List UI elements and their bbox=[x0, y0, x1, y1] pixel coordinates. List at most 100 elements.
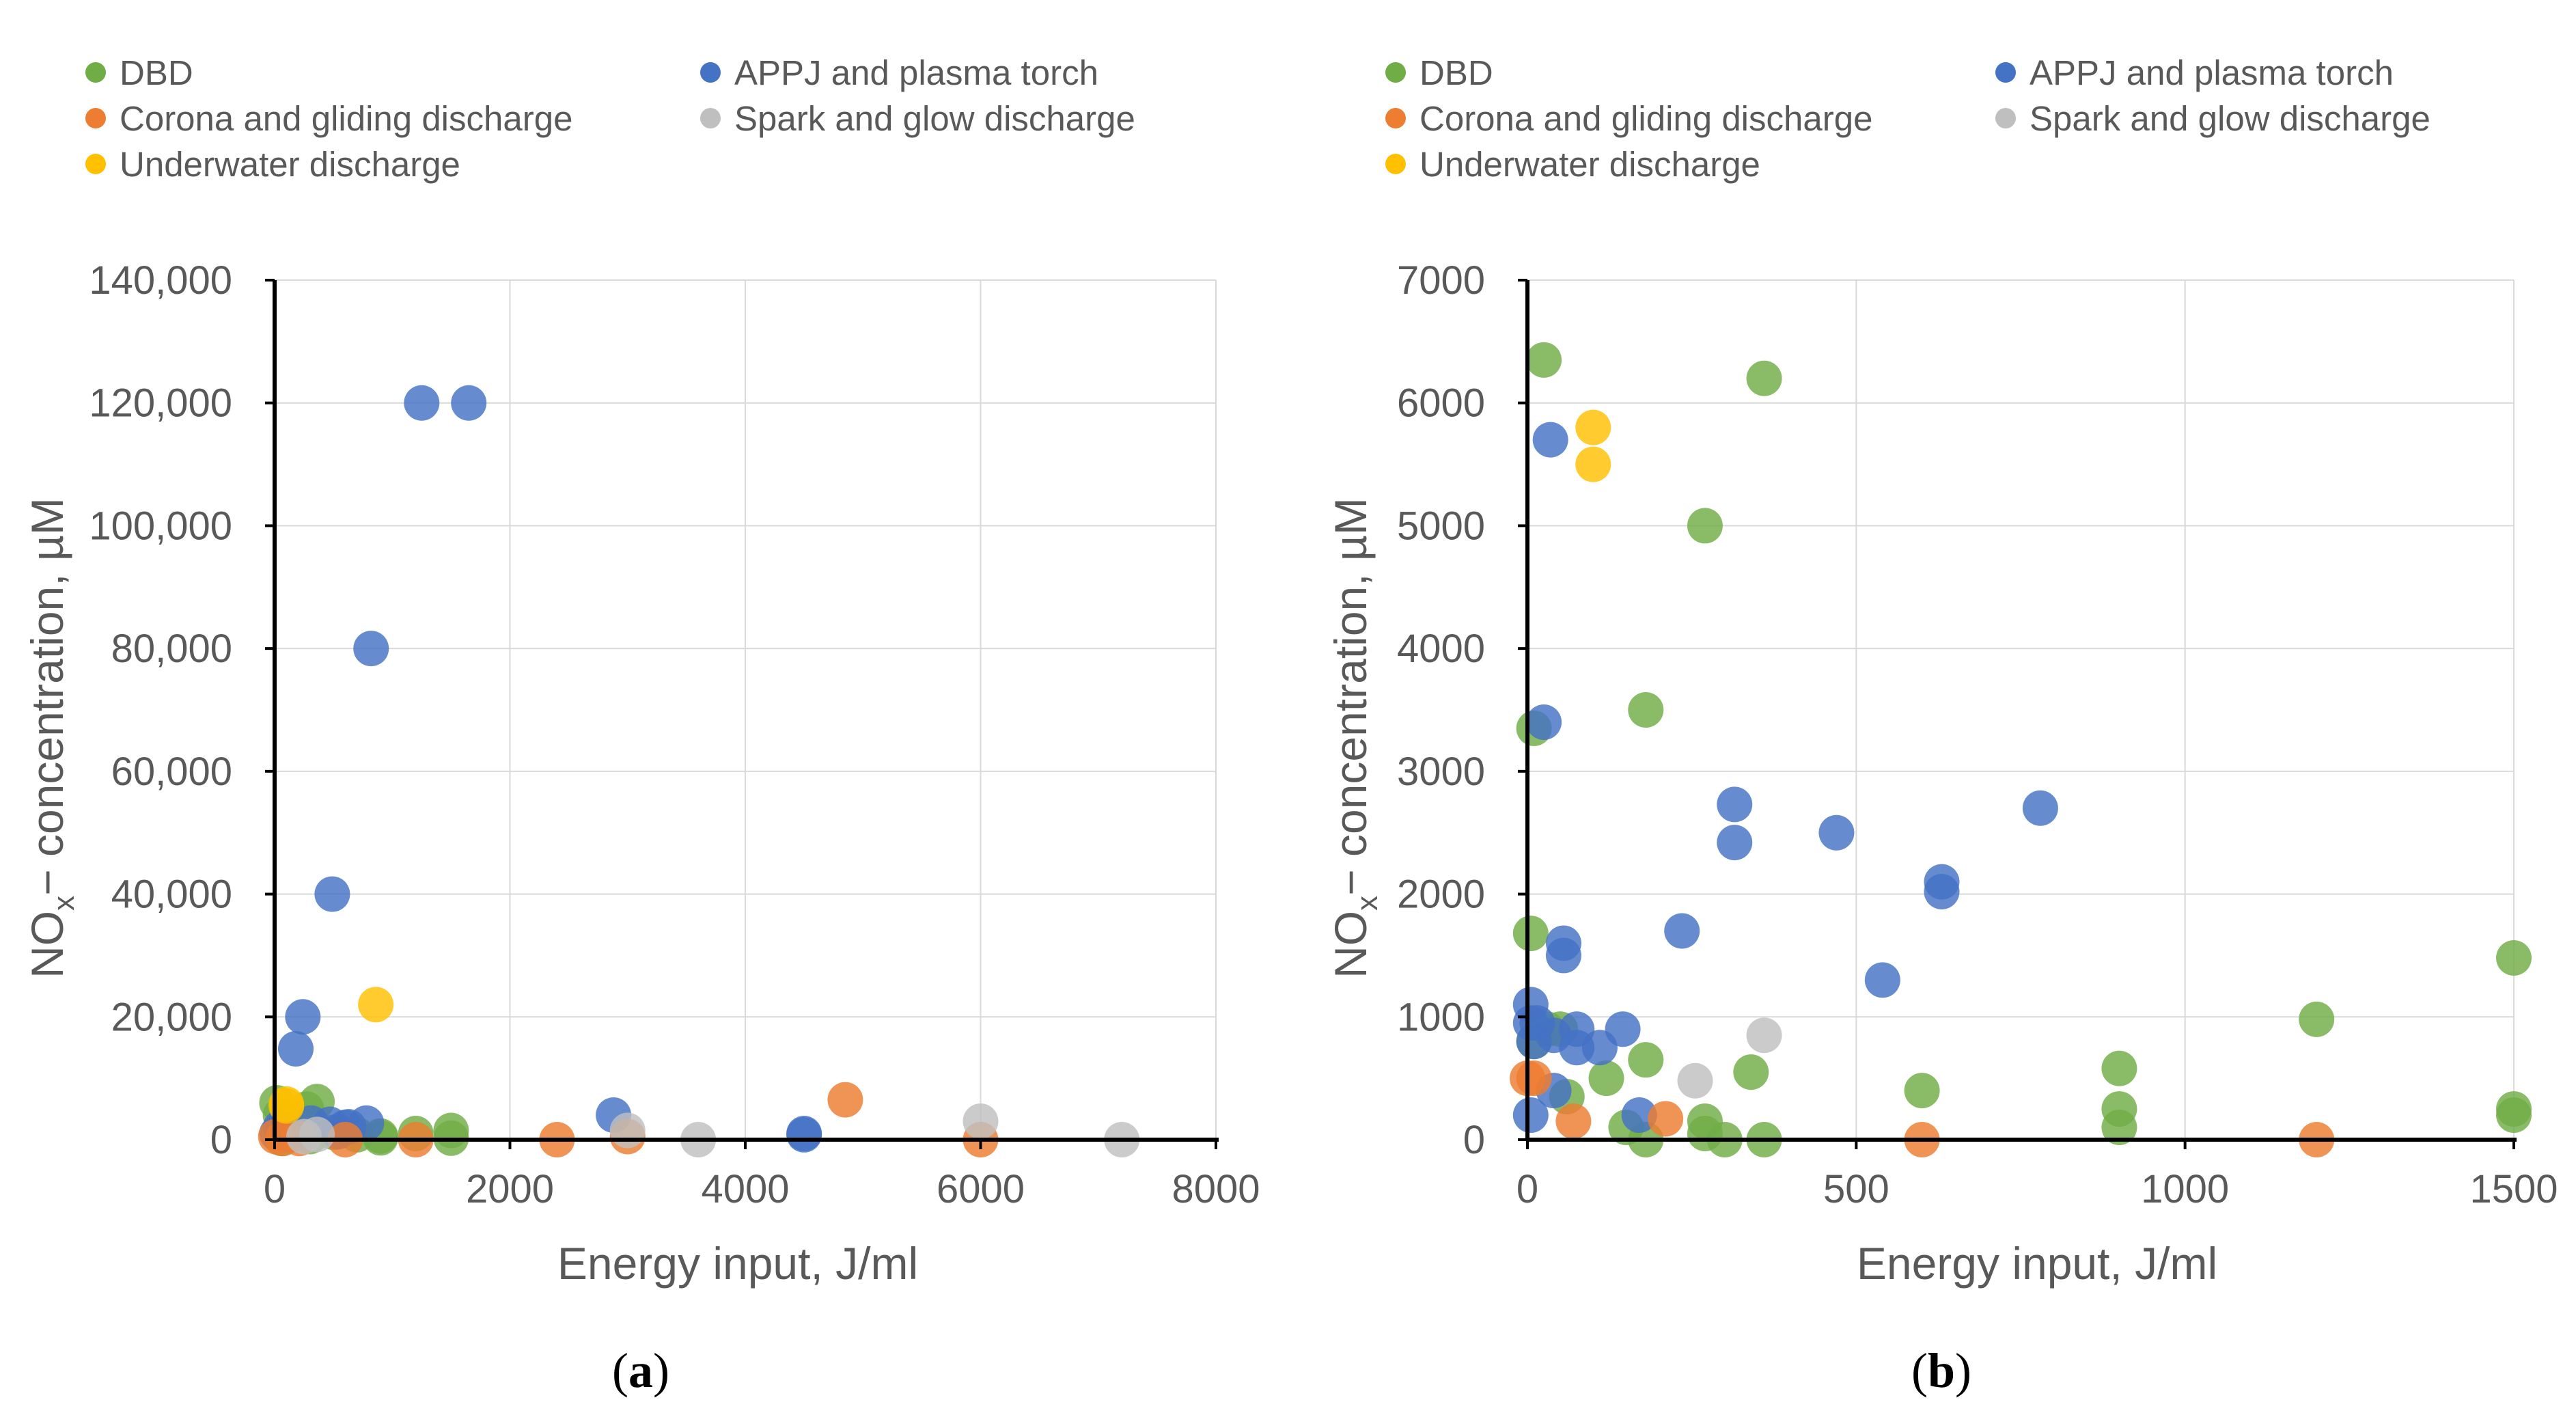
panel-label-b: (b) bbox=[1911, 1343, 1971, 1398]
panel-b: DBD APPJ and plasma torch Corona and gli… bbox=[1325, 53, 2558, 1398]
y-tick-label: 4000 bbox=[1397, 627, 1485, 671]
gridlines-b bbox=[1527, 279, 2515, 1140]
ticks-a: 0 20,000 40,000 60,000 80,000 100,000 120,000 1… bbox=[89, 258, 1260, 1211]
point-underwater-discharge bbox=[1575, 409, 1611, 445]
legend-label-underwater: Underwater discharge bbox=[120, 145, 460, 184]
axes-b bbox=[1525, 280, 2517, 1142]
point-spark-and-glow-discharge bbox=[1746, 1017, 1782, 1054]
y-tick-label: 120,000 bbox=[89, 381, 232, 426]
point-dbd bbox=[2496, 940, 2532, 976]
legend-label-underwater: Underwater discharge bbox=[1419, 145, 1760, 184]
legend-label-spark: Spark and glow discharge bbox=[734, 99, 1135, 138]
y-tick-label: 2000 bbox=[1397, 873, 1485, 917]
y-tick-label: 3000 bbox=[1397, 750, 1485, 794]
point-corona-and-gliding-discharge bbox=[1516, 1060, 1552, 1097]
y-tick-label: 1000 bbox=[1397, 995, 1485, 1039]
legend-label-appj: APPJ and plasma torch bbox=[734, 53, 1098, 92]
x-tick-label: 0 bbox=[1516, 1167, 1538, 1211]
legend-label-appj: APPJ and plasma torch bbox=[2030, 53, 2394, 92]
point-dbd bbox=[1687, 508, 1723, 544]
y-tick-label: 20,000 bbox=[111, 995, 232, 1039]
y-tick-label: 40,000 bbox=[111, 873, 232, 917]
point-dbd bbox=[1733, 1054, 1769, 1090]
point-spark-and-glow-discharge bbox=[609, 1112, 646, 1149]
point-dbd bbox=[2101, 1050, 2137, 1086]
x-tick-label: 2000 bbox=[466, 1167, 554, 1211]
point-spark-and-glow-discharge bbox=[1677, 1062, 1713, 1099]
point-dbd bbox=[2299, 1001, 2335, 1037]
legend-label-corona: Corona and gliding discharge bbox=[1419, 99, 1872, 138]
x-tick-label: 1500 bbox=[2469, 1167, 2558, 1211]
legend-a: DBD APPJ and plasma torch Corona and gli… bbox=[85, 53, 1135, 184]
point-dbd bbox=[2101, 1091, 2137, 1127]
y-tick-label: 0 bbox=[210, 1118, 232, 1162]
y-tick-label: 100,000 bbox=[89, 504, 232, 548]
y-tick-label: 5000 bbox=[1397, 504, 1485, 548]
legend-b: DBD APPJ and plasma torch Corona and gli… bbox=[1385, 53, 2430, 184]
panel-label-a: (a) bbox=[612, 1343, 669, 1398]
x-axis-label-a: Energy input, J/ml bbox=[557, 1238, 918, 1289]
legend-marker-appj bbox=[1995, 62, 2016, 83]
point-appj-and-plasma-torch bbox=[1664, 913, 1700, 949]
x-tick-label: 0 bbox=[264, 1167, 286, 1211]
point-underwater-discharge bbox=[358, 987, 394, 1023]
point-appj-and-plasma-torch bbox=[1545, 937, 1581, 974]
point-appj-and-plasma-torch bbox=[1516, 1024, 1552, 1060]
point-appj-and-plasma-torch bbox=[1864, 962, 1900, 998]
legend-marker-dbd bbox=[1385, 62, 1406, 83]
legend-marker-corona bbox=[1385, 108, 1406, 128]
point-appj-and-plasma-torch bbox=[1512, 1097, 1549, 1134]
point-appj-and-plasma-torch bbox=[2022, 790, 2058, 826]
x-tick-label: 4000 bbox=[701, 1167, 789, 1211]
legend-marker-underwater bbox=[1385, 154, 1406, 174]
point-underwater-discharge bbox=[1575, 446, 1611, 482]
point-corona-and-gliding-discharge bbox=[1555, 1103, 1592, 1140]
legend-marker-spark bbox=[700, 108, 721, 128]
point-appj-and-plasma-torch bbox=[353, 631, 389, 667]
legend-label-dbd: DBD bbox=[120, 53, 193, 92]
legend-marker-corona bbox=[85, 108, 106, 128]
point-appj-and-plasma-torch bbox=[1717, 825, 1753, 861]
point-appj-and-plasma-torch bbox=[1526, 704, 1562, 740]
point-dbd bbox=[1746, 360, 1782, 396]
point-appj-and-plasma-torch bbox=[1605, 1011, 1641, 1047]
y-tick-label: 6000 bbox=[1397, 381, 1485, 426]
point-appj-and-plasma-torch bbox=[1532, 422, 1568, 458]
legend-label-dbd: DBD bbox=[1419, 53, 1493, 92]
point-spark-and-glow-discharge bbox=[962, 1103, 999, 1140]
y-axis-label-a: NOx− concentration, µM bbox=[22, 497, 81, 978]
panel-a: DBD APPJ and plasma torch Corona and gli… bbox=[22, 53, 1260, 1398]
point-corona-and-gliding-discharge bbox=[827, 1082, 863, 1118]
y-tick-label: 80,000 bbox=[111, 627, 232, 671]
point-corona-and-gliding-discharge bbox=[1648, 1101, 1684, 1137]
x-tick-label: 500 bbox=[1823, 1167, 1889, 1211]
points-b bbox=[1510, 342, 2532, 1157]
point-appj-and-plasma-torch bbox=[1621, 1097, 1657, 1134]
point-appj-and-plasma-torch bbox=[278, 1031, 314, 1067]
point-appj-and-plasma-torch bbox=[1717, 786, 1753, 823]
point-dbd bbox=[1512, 916, 1549, 952]
point-appj-and-plasma-torch bbox=[285, 999, 321, 1035]
point-appj-and-plasma-torch bbox=[1924, 873, 1960, 909]
legend-marker-appj bbox=[700, 62, 721, 83]
point-appj-and-plasma-torch bbox=[314, 876, 350, 912]
y-axis-label-b: NOx− concentration, µM bbox=[1325, 497, 1384, 978]
x-tick-label: 6000 bbox=[937, 1167, 1025, 1211]
y-tick-label: 60,000 bbox=[111, 750, 232, 794]
point-dbd bbox=[1526, 342, 1562, 378]
point-appj-and-plasma-torch bbox=[1818, 814, 1855, 851]
point-appj-and-plasma-torch bbox=[451, 385, 487, 421]
ticks-b: 0 1000 2000 3000 4000 5000 6000 7000 0 500 1000 150… bbox=[1397, 258, 2558, 1211]
point-appj-and-plasma-torch bbox=[404, 385, 440, 421]
point-dbd bbox=[1628, 692, 1664, 728]
x-tick-label: 8000 bbox=[1172, 1167, 1260, 1211]
x-axis-label-b: Energy input, J/ml bbox=[1857, 1238, 2217, 1289]
y-tick-label: 0 bbox=[1463, 1118, 1485, 1162]
point-spark-and-glow-discharge bbox=[286, 1118, 322, 1155]
point-underwater-discharge bbox=[268, 1088, 305, 1124]
point-dbd bbox=[1628, 1042, 1664, 1078]
point-dbd bbox=[1904, 1073, 1940, 1109]
point-dbd bbox=[1588, 1060, 1624, 1097]
